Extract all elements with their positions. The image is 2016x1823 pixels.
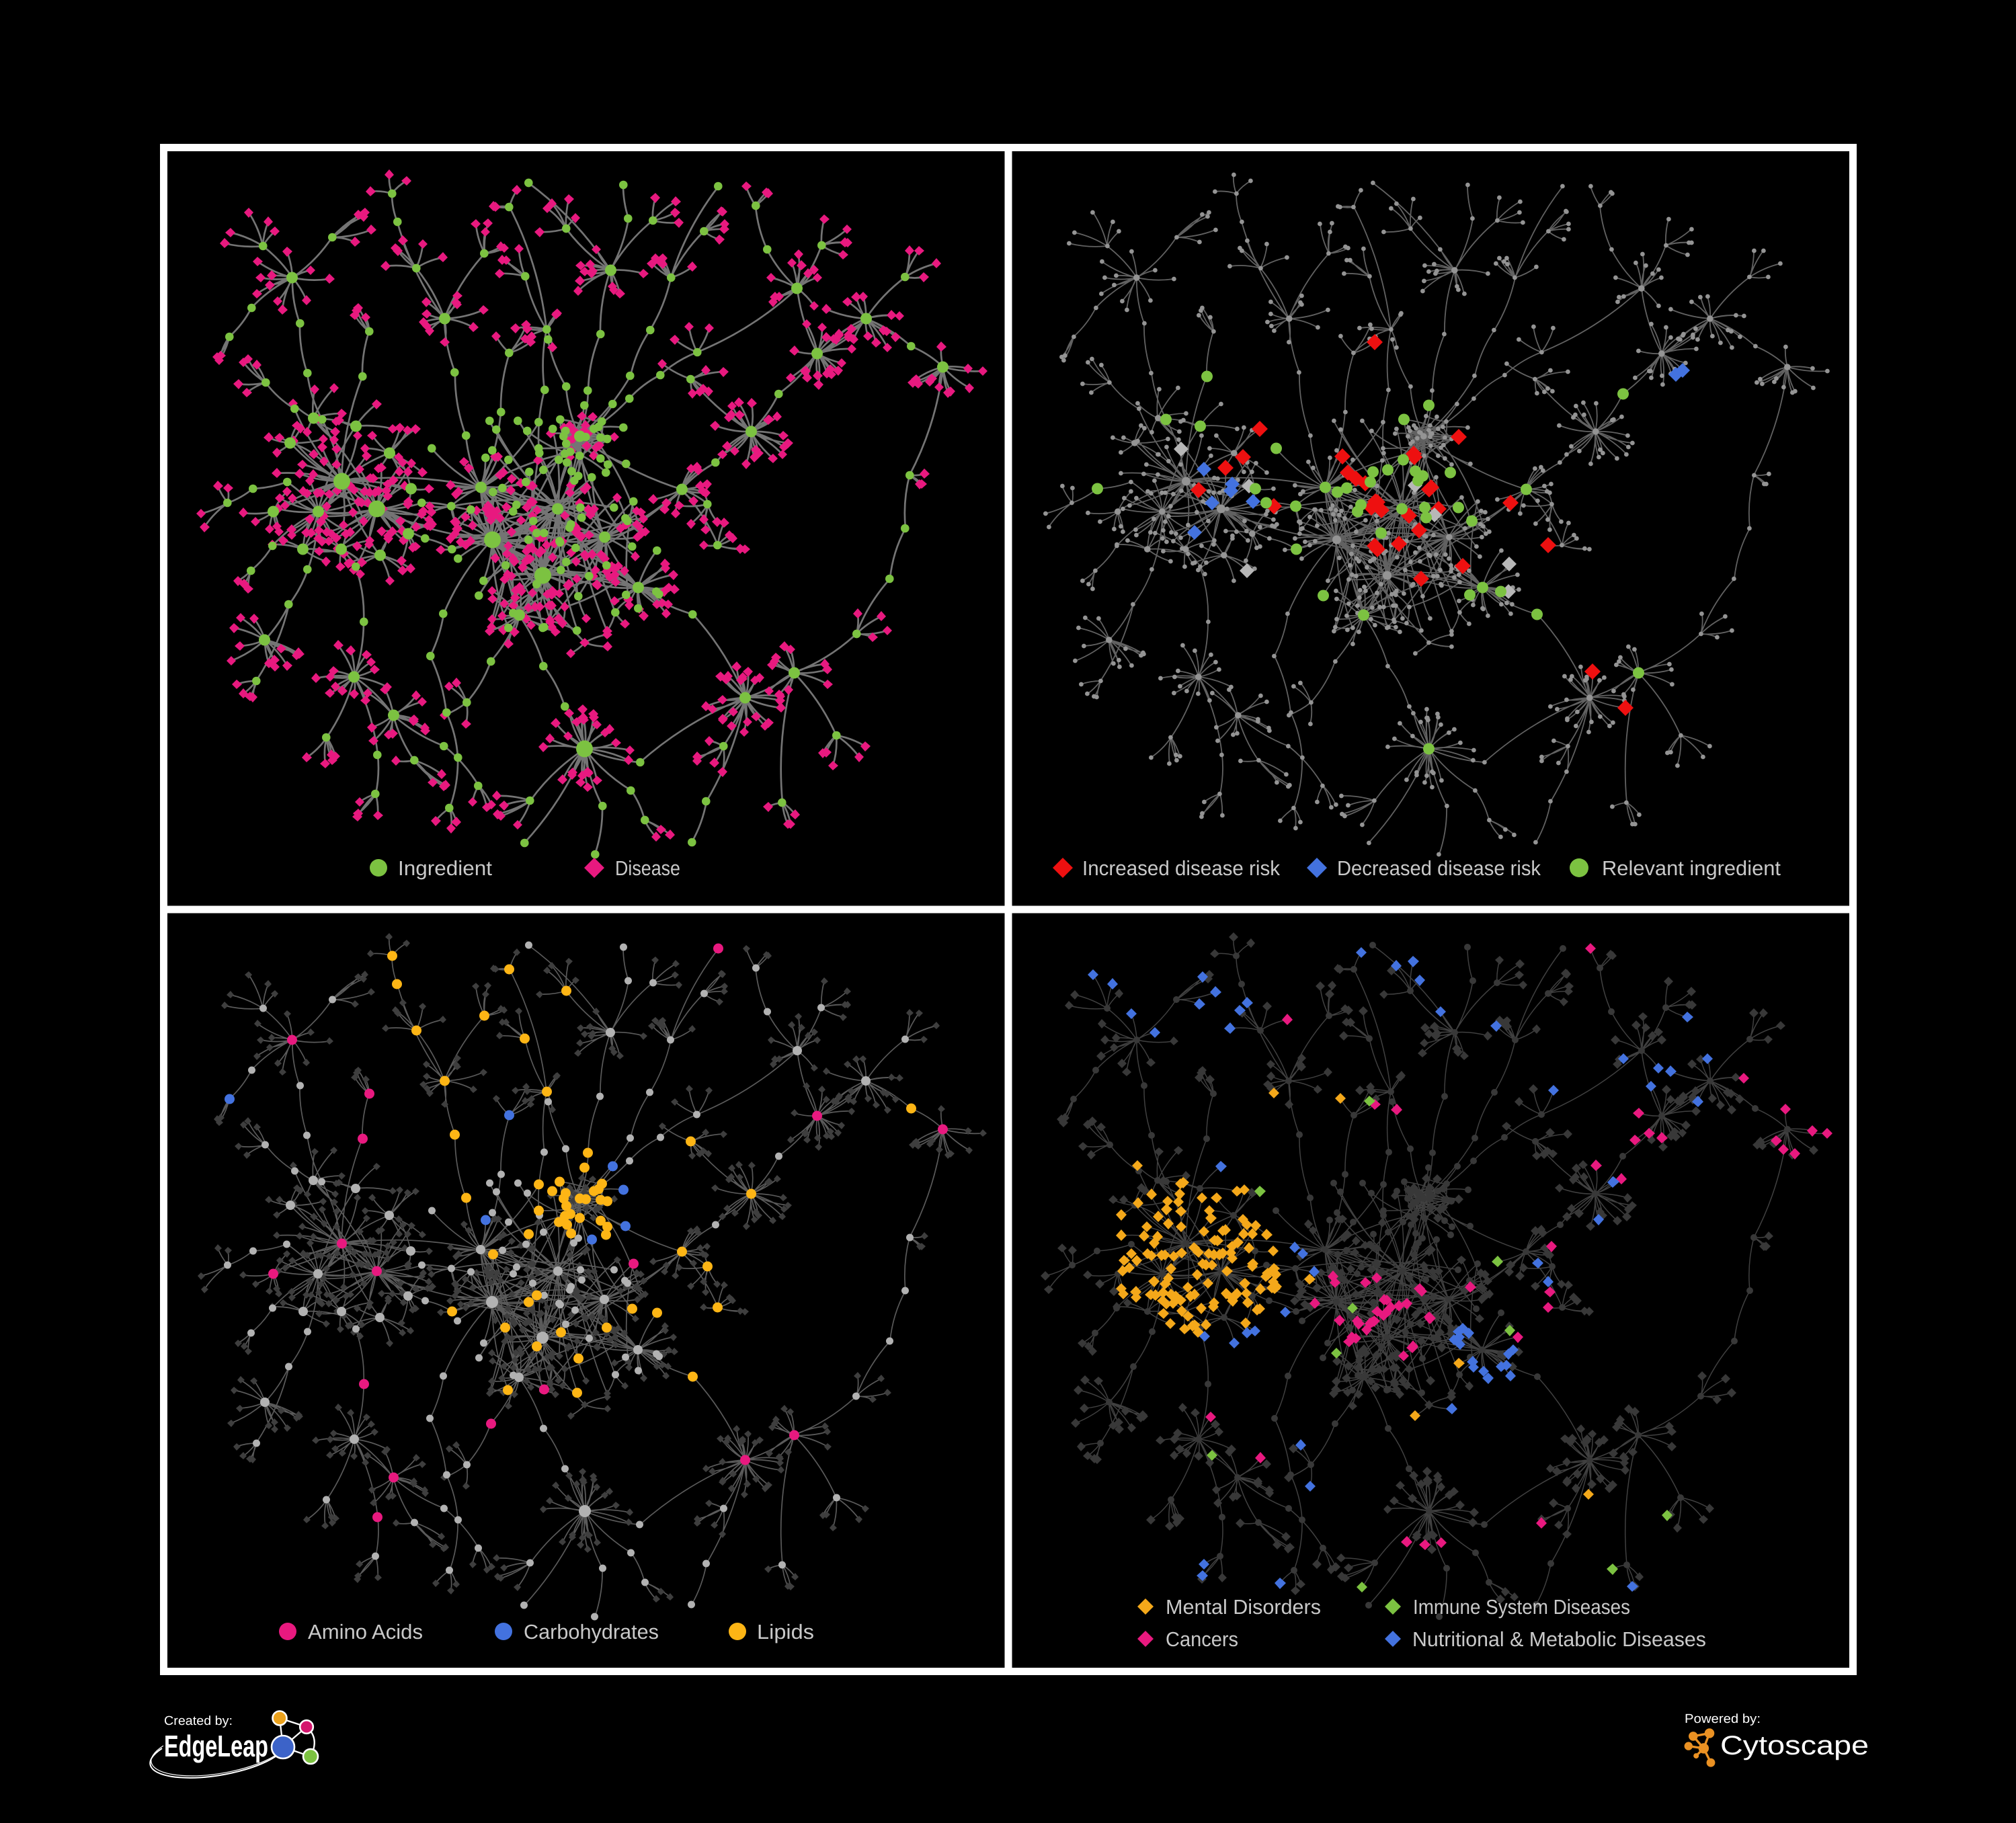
svg-text:Ingredient: Ingredient [398, 857, 493, 880]
svg-text:Immune System Diseases: Immune System Diseases [1413, 1596, 1630, 1619]
svg-text:Increased disease risk: Increased disease risk [1082, 857, 1281, 880]
svg-text:Created by:: Created by: [164, 1714, 233, 1728]
svg-text:Relevant ingredient: Relevant ingredient [1602, 857, 1781, 880]
svg-text:Mental Disorders: Mental Disorders [1166, 1596, 1321, 1619]
svg-text:Decreased disease risk: Decreased disease risk [1337, 857, 1541, 880]
svg-text:Carbohydrates: Carbohydrates [524, 1621, 659, 1644]
svg-text:Cytoscape: Cytoscape [1720, 1731, 1869, 1760]
svg-text:Cancers: Cancers [1166, 1628, 1238, 1651]
svg-text:Nutritional & Metabolic Diseas: Nutritional & Metabolic Diseases [1412, 1628, 1706, 1651]
svg-text:Lipids: Lipids [757, 1621, 814, 1644]
svg-text:Powered by:: Powered by: [1685, 1712, 1761, 1726]
svg-text:EdgeLeap: EdgeLeap [164, 1729, 268, 1763]
svg-text:Disease: Disease [615, 857, 680, 880]
svg-text:Amino Acids: Amino Acids [308, 1621, 423, 1644]
